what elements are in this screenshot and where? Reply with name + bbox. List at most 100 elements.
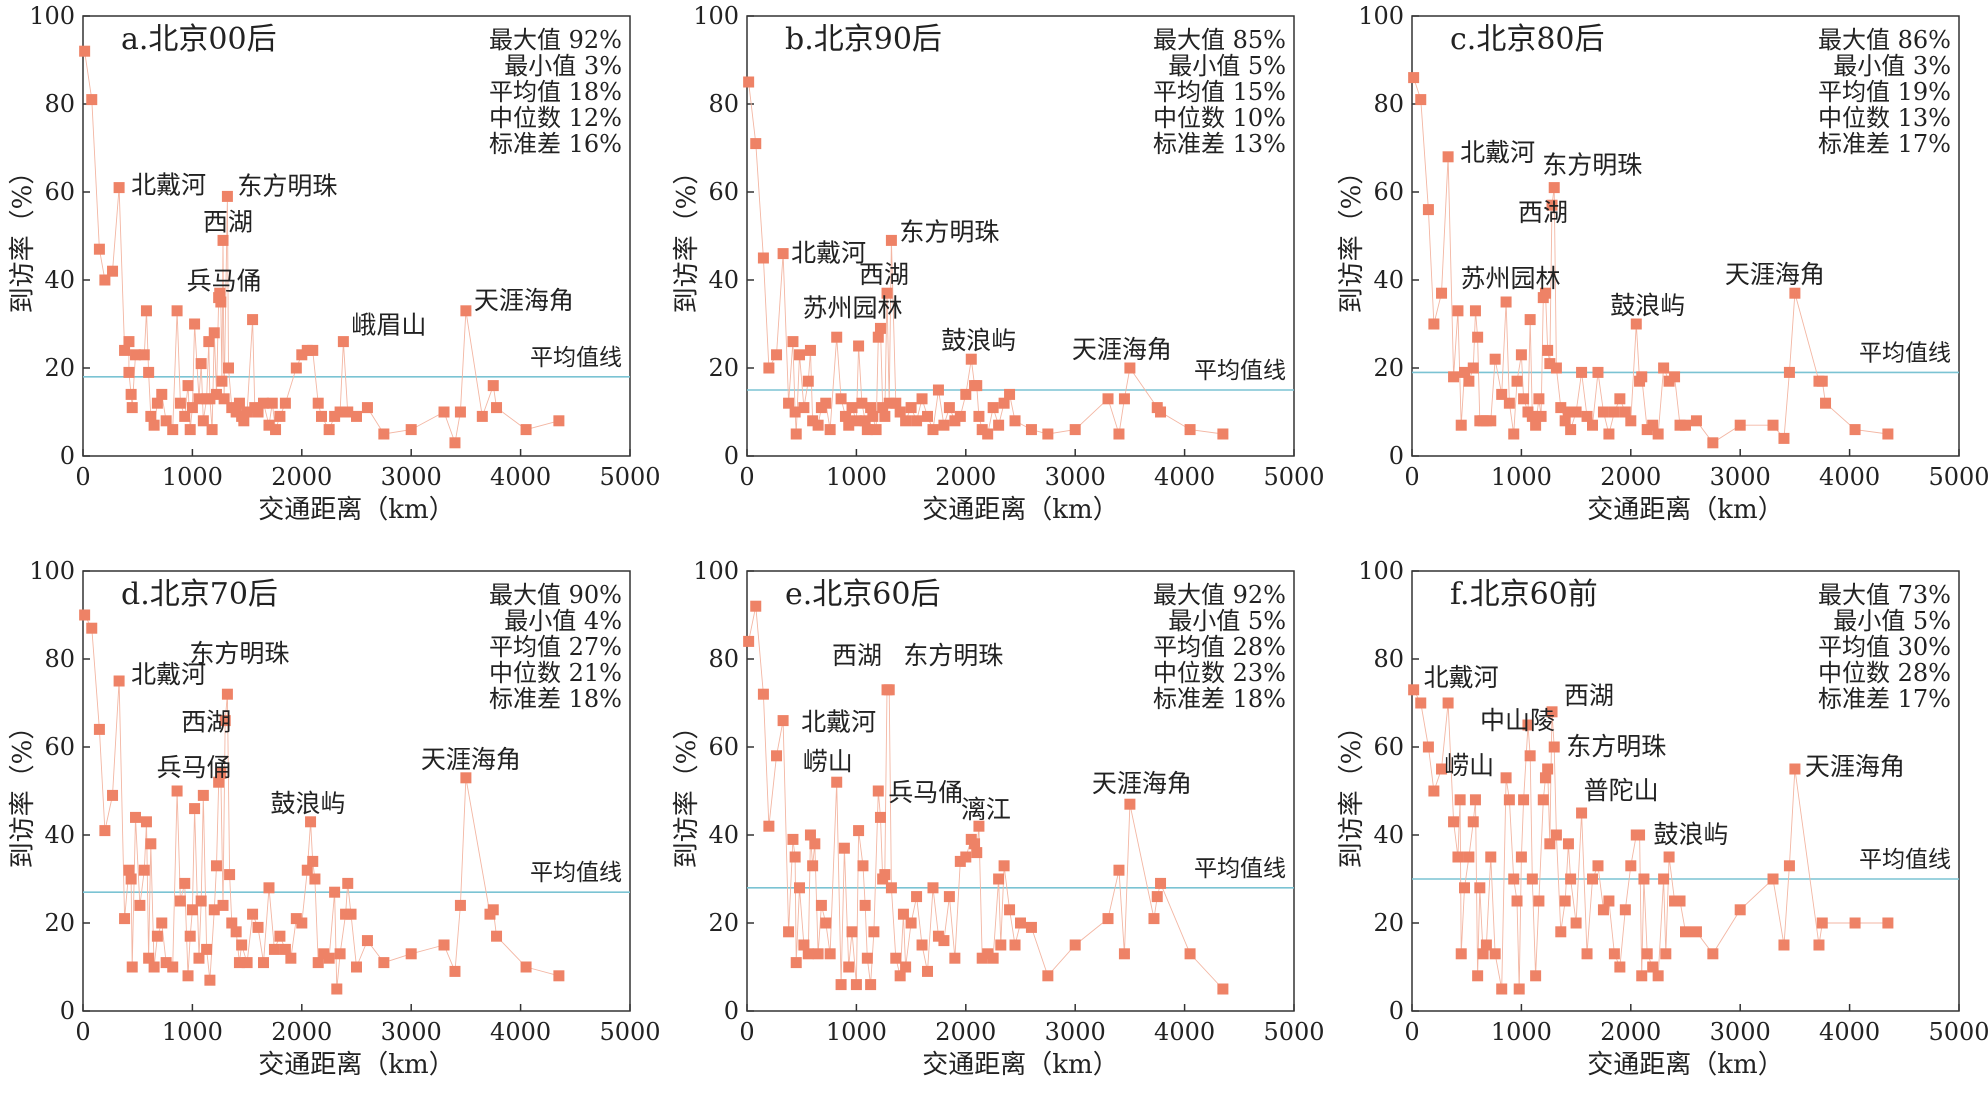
x-tick-label: 0 — [75, 463, 90, 491]
data-point — [123, 366, 135, 378]
data-point — [874, 322, 886, 334]
data-point — [553, 970, 565, 982]
data-point — [993, 873, 1005, 885]
data-point — [351, 961, 362, 973]
data-point — [1480, 939, 1492, 951]
data-point — [874, 811, 886, 823]
data-point — [174, 397, 186, 409]
data-point — [859, 899, 871, 911]
data-point — [258, 397, 270, 409]
data-point — [1422, 204, 1434, 216]
data-point — [1155, 406, 1167, 418]
y-tick-label: 80 — [1373, 90, 1404, 118]
data-point — [1184, 948, 1196, 960]
data-point — [1816, 917, 1828, 929]
data-point — [1592, 366, 1604, 378]
data-point — [1524, 750, 1536, 762]
data-point — [890, 952, 902, 964]
data-point — [263, 882, 275, 894]
data-point — [879, 869, 891, 881]
data-point — [812, 948, 824, 960]
data-point — [143, 952, 155, 964]
data-point — [1009, 939, 1021, 951]
data-point — [1603, 428, 1615, 440]
y-tick-label: 100 — [693, 557, 739, 585]
data-point — [1778, 432, 1790, 444]
mean-line-label: 平均值线 — [1194, 358, 1286, 384]
data-point — [1500, 296, 1512, 308]
data-point — [454, 406, 466, 418]
data-point — [771, 349, 783, 361]
data-point — [1674, 895, 1686, 907]
data-point — [1118, 393, 1130, 405]
data-point — [1849, 424, 1861, 436]
y-axis-label: 到访率（%） — [672, 159, 702, 314]
data-point — [879, 410, 891, 422]
x-tick-label: 3000 — [1710, 463, 1771, 491]
point-annotation: 西湖 — [859, 260, 909, 289]
data-point — [835, 393, 847, 405]
data-point — [307, 344, 319, 356]
data-point — [460, 305, 472, 317]
y-tick-label: 100 — [693, 2, 739, 30]
data-point — [861, 424, 873, 436]
data-point — [1503, 794, 1515, 806]
point-annotation: 中山陵 — [1480, 706, 1555, 735]
stat-line: 平均值 27% — [489, 633, 622, 661]
data-point — [1570, 406, 1582, 418]
data-point — [93, 723, 105, 735]
data-point — [266, 397, 278, 409]
data-point — [151, 930, 163, 942]
data-point — [290, 362, 302, 374]
y-tick-label: 0 — [724, 442, 739, 470]
data-point — [230, 926, 242, 938]
plot-frame — [1411, 570, 1960, 1012]
data-point — [763, 362, 775, 374]
data-point — [905, 402, 917, 414]
data-point — [877, 402, 889, 414]
y-axis-label: 到访率（%） — [1337, 159, 1367, 314]
data-point — [900, 415, 912, 427]
data-point — [1415, 94, 1427, 106]
data-point — [1707, 437, 1719, 449]
stat-line: 标准差 18% — [489, 685, 622, 713]
y-tick-label: 60 — [1373, 178, 1404, 206]
y-tick-label: 20 — [1373, 909, 1404, 937]
data-point — [1463, 851, 1475, 863]
data-point — [960, 388, 972, 400]
stat-line: 平均值 30% — [1818, 633, 1951, 661]
data-point — [790, 957, 802, 969]
data-point — [843, 419, 855, 431]
data-point — [838, 842, 850, 854]
data-point — [312, 397, 324, 409]
data-point — [900, 961, 912, 973]
data-point — [210, 860, 222, 872]
data-point — [247, 314, 259, 326]
data-point — [160, 957, 172, 969]
data-point — [218, 393, 230, 405]
data-point — [804, 344, 816, 356]
data-point — [361, 935, 373, 947]
data-point — [1518, 794, 1530, 806]
mean-line-label: 平均值线 — [1194, 856, 1286, 882]
data-point — [140, 816, 152, 828]
data-point — [1025, 921, 1037, 933]
data-point — [881, 287, 893, 299]
x-tick-label: 2000 — [1600, 463, 1661, 491]
data-point — [807, 860, 819, 872]
series-connector-line — [84, 614, 560, 990]
data-point — [138, 864, 150, 876]
data-point — [179, 410, 191, 422]
data-point — [1522, 719, 1534, 731]
data-point — [204, 393, 216, 405]
data-point — [233, 397, 245, 409]
data-point — [1009, 415, 1021, 427]
x-tick-label: 5000 — [1263, 1018, 1324, 1046]
data-point — [323, 952, 335, 964]
stat-line: 最小值 5% — [1168, 52, 1286, 80]
data-point — [236, 939, 248, 951]
data-point — [943, 891, 955, 903]
y-tick-label: 60 — [708, 178, 739, 206]
